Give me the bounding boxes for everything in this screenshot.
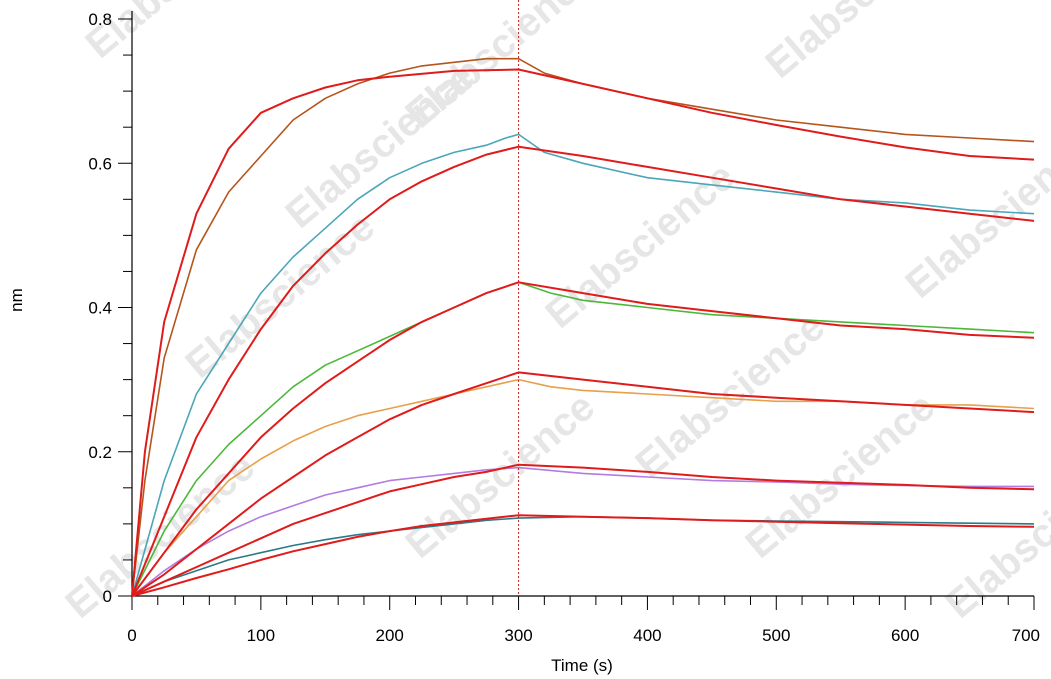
x-tick-label: 400: [633, 626, 661, 645]
watermark-text: Elabscience: [758, 0, 963, 87]
fit-curve: [131, 463, 1035, 597]
watermark-text: Elabscience: [58, 445, 263, 627]
measured-curve: [131, 57, 1035, 597]
measured-curve: [131, 133, 1035, 597]
watermark-text: Elabscience: [738, 385, 943, 567]
x-tick-label: 600: [891, 626, 919, 645]
x-axis-title: Time (s): [551, 656, 613, 675]
measured-curve: [131, 515, 1035, 597]
fit-curve: [131, 68, 1035, 597]
tick-labels: 0 0.2 0.4 0.6 0.8 0 100 200 300 400 500 600 700: [88, 10, 1040, 645]
y-axis-title: nm: [7, 288, 26, 312]
x-tick-label: 500: [762, 626, 790, 645]
fit-curve: [131, 514, 1035, 597]
x-tick-label: 200: [376, 626, 404, 645]
x-tick-label: 100: [247, 626, 275, 645]
watermark-text: Elabscience: [278, 55, 483, 237]
measured-curve: [131, 378, 1035, 597]
x-tick-label: 0: [127, 626, 136, 645]
axes: [118, 11, 1035, 610]
x-tick-label: 700: [1012, 626, 1040, 645]
series-layer: [131, 57, 1035, 597]
fit-curve: [131, 145, 1035, 597]
watermark-text: Elabscience: [898, 125, 1051, 307]
y-tick-label: 0.8: [88, 10, 112, 29]
y-tick-label: 0.6: [88, 154, 112, 173]
watermark-text: Elabscience: [538, 155, 743, 337]
fit-curve: [131, 371, 1035, 597]
y-tick-label: 0: [103, 587, 112, 606]
measured-curve: [131, 466, 1034, 597]
y-tick-label: 0.4: [88, 299, 112, 318]
watermark-text: Elabscience: [178, 205, 383, 387]
fit-curve: [131, 281, 1035, 597]
y-tick-label: 0.2: [88, 443, 112, 462]
x-tick-label: 300: [504, 626, 532, 645]
